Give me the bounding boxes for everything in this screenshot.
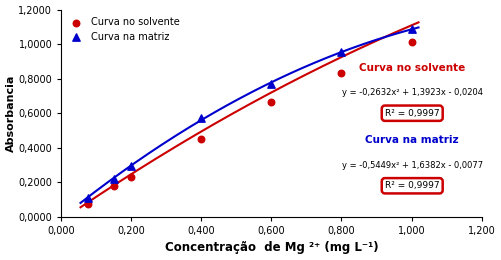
Curva na matriz xyxy=(110,177,118,181)
Text: y = -0,5449x² + 1,6382x - 0,0077: y = -0,5449x² + 1,6382x - 0,0077 xyxy=(342,160,483,170)
Curva no solvente xyxy=(338,72,346,76)
Curva na matriz xyxy=(127,164,135,168)
Text: R² = 0,9997: R² = 0,9997 xyxy=(385,109,439,118)
Curva no solvente xyxy=(110,184,118,188)
Curva na matriz xyxy=(84,196,92,200)
Curva na matriz xyxy=(338,50,346,54)
Curva no solvente xyxy=(407,40,415,44)
Text: R² = 0,9997: R² = 0,9997 xyxy=(385,181,439,190)
Curva na matriz xyxy=(407,27,415,31)
Curva no solvente xyxy=(84,202,92,206)
Text: Curva no solvente: Curva no solvente xyxy=(359,63,465,73)
X-axis label: Concentração  de Mg ²⁺ (mg L⁻¹): Concentração de Mg ²⁺ (mg L⁻¹) xyxy=(165,242,378,255)
Curva no solvente xyxy=(197,137,205,141)
Text: Curva na matriz: Curva na matriz xyxy=(365,135,459,145)
Curva na matriz xyxy=(197,116,205,120)
Curva no solvente xyxy=(268,100,276,104)
Legend: Curva no solvente, Curva na matriz: Curva no solvente, Curva na matriz xyxy=(66,14,183,45)
Text: y = -0,2632x² + 1,3923x - 0,0204: y = -0,2632x² + 1,3923x - 0,0204 xyxy=(342,88,483,97)
Curva no solvente xyxy=(127,175,135,179)
Curva na matriz xyxy=(268,82,276,86)
Y-axis label: Absorbancia: Absorbancia xyxy=(6,75,16,152)
